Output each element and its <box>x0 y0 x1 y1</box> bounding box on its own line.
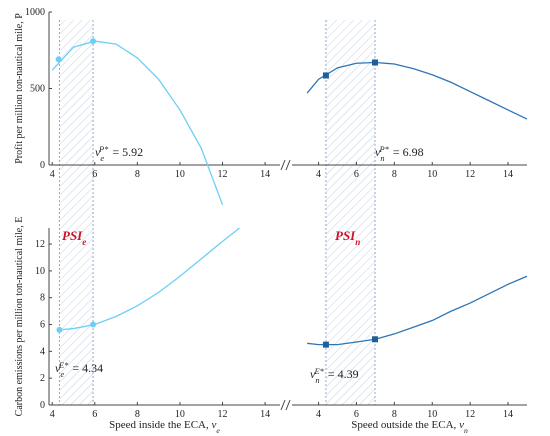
text-part: = 6.98 <box>393 145 424 159</box>
point <box>56 326 63 333</box>
x-tick-label: 6 <box>92 409 97 420</box>
y-tick-label: 2 <box>40 373 45 384</box>
x-tick-label: 12 <box>218 409 228 420</box>
x-tick-label: 4 <box>50 409 55 420</box>
y-tick-label: 500 <box>30 84 45 95</box>
text-part: PSI <box>62 228 83 243</box>
rich-text: Speed outside the ECA, vn <box>351 419 468 435</box>
text-part: e <box>216 426 220 435</box>
rich-text: veE* = 4.34 <box>55 361 103 379</box>
x-tick-label: 10 <box>427 409 437 420</box>
axis-break <box>280 159 291 411</box>
text-part: e <box>82 237 86 247</box>
x-tick-label: 10 <box>175 169 185 180</box>
y-tick-label: 0 <box>40 160 45 171</box>
text-part: E* <box>58 361 69 370</box>
rich-text: Carbon emissions per million ton-nautica… <box>14 217 25 417</box>
y-tick-label: 12 <box>35 239 45 250</box>
text-part: v <box>212 419 217 431</box>
text-part: Profit per million ton-nautical mile, P <box>14 13 25 164</box>
rich-text: vnP* = 6.98 <box>375 145 424 163</box>
curve <box>58 227 240 331</box>
point <box>90 321 97 328</box>
text-part: Speed inside the ECA, <box>109 419 211 431</box>
text-part: = 4.39 <box>328 367 359 381</box>
x-tick-label: 8 <box>135 169 140 180</box>
text-part: v <box>459 419 464 431</box>
text-part: n <box>315 376 319 385</box>
point <box>55 56 62 63</box>
y-tick-label: 8 <box>40 293 45 304</box>
x-tick-label: 8 <box>392 409 397 420</box>
text-part: v <box>55 361 61 375</box>
point <box>322 72 329 79</box>
rich-text: Speed inside the ECA, ve <box>109 419 220 435</box>
text-part: = 4.34 <box>72 361 103 375</box>
text-part: e <box>100 154 104 163</box>
point <box>372 336 379 343</box>
y-tick-label: 10 <box>35 266 45 277</box>
x-tick-label: 6 <box>92 169 97 180</box>
text-part: Speed outside the ECA, <box>351 419 459 431</box>
point <box>322 341 329 348</box>
rich-text: Profit per million ton-nautical mile, P <box>14 13 25 164</box>
point <box>90 38 97 45</box>
curve <box>306 61 528 120</box>
y-tick-label: 1000 <box>25 7 45 18</box>
y-tick-label: 0 <box>40 400 45 411</box>
curve <box>51 40 224 206</box>
x-tick-label: 14 <box>260 169 270 180</box>
text-part: n <box>355 237 360 247</box>
x-tick-label: 4 <box>50 169 55 180</box>
curve <box>307 275 528 346</box>
text-part: n <box>380 154 384 163</box>
text-part: P* <box>379 145 390 154</box>
x-tick-label: 12 <box>465 409 475 420</box>
x-tick-label: 12 <box>218 169 228 180</box>
rich-text: PSIn <box>335 228 360 247</box>
x-tick-label: 14 <box>503 169 513 180</box>
text-part: E* <box>314 367 325 376</box>
text-part: e <box>60 370 64 379</box>
point <box>372 59 379 66</box>
text-part: v <box>310 367 316 381</box>
y-tick-label: 4 <box>40 346 45 357</box>
text-part: PSI <box>335 228 356 243</box>
psi-region <box>325 20 376 405</box>
text-part: P* <box>98 145 109 154</box>
x-tick-label: 14 <box>260 409 270 420</box>
x-tick-label: 14 <box>503 409 513 420</box>
psi-region <box>59 20 94 405</box>
x-tick-label: 6 <box>354 169 359 180</box>
text-part: = 5.92 <box>112 145 143 159</box>
y-tick-label: 6 <box>40 320 45 331</box>
x-tick-label: 8 <box>135 409 140 420</box>
text-part: v <box>375 145 381 159</box>
x-tick-label: 4 <box>316 409 321 420</box>
rich-text: PSIe <box>62 228 86 247</box>
rich-text: veP* = 5.92 <box>95 145 143 163</box>
text-part: n <box>464 426 468 435</box>
x-tick-label: 10 <box>175 409 185 420</box>
rich-text: vnE* = 4.39 <box>310 367 359 385</box>
text-part: Carbon emissions per million ton-nautica… <box>14 217 25 417</box>
x-tick-label: 10 <box>427 169 437 180</box>
x-tick-label: 12 <box>465 169 475 180</box>
text-part: v <box>95 145 101 159</box>
x-tick-label: 6 <box>354 409 359 420</box>
x-tick-label: 4 <box>316 169 321 180</box>
x-tick-label: 8 <box>392 169 397 180</box>
